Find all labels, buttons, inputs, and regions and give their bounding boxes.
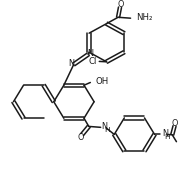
Text: N: N bbox=[68, 59, 74, 68]
Text: N: N bbox=[162, 129, 168, 138]
Text: Cl: Cl bbox=[88, 57, 97, 66]
Text: N: N bbox=[87, 49, 94, 58]
Text: N: N bbox=[102, 122, 108, 131]
Text: O: O bbox=[172, 119, 178, 128]
Text: O: O bbox=[78, 133, 84, 142]
Text: H: H bbox=[104, 127, 110, 133]
Text: NH₂: NH₂ bbox=[136, 13, 152, 22]
Text: H: H bbox=[165, 134, 170, 140]
Text: O: O bbox=[117, 0, 124, 8]
Text: OH: OH bbox=[95, 77, 109, 86]
